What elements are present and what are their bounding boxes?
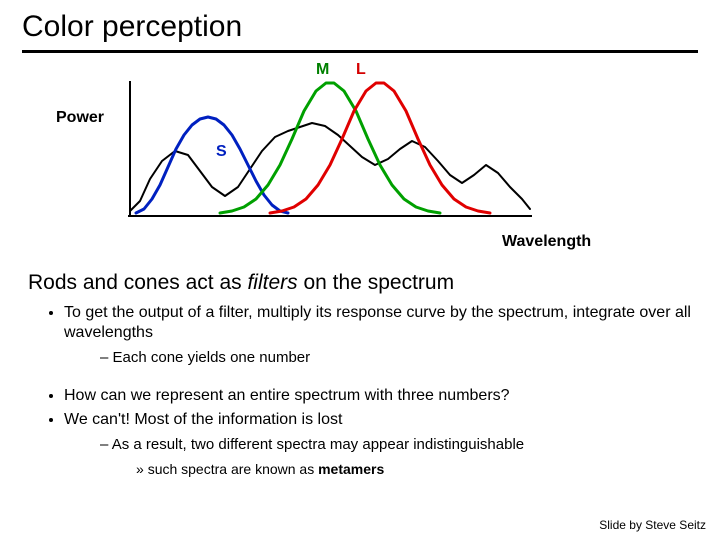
main-pre: Rods and cones act as <box>28 271 247 294</box>
dash-2: As a result, two different spectra may a… <box>100 436 692 453</box>
slide-credit: Slide by Steve Seitz <box>599 518 706 532</box>
title-underline <box>22 50 698 53</box>
dash-list-1: Each cone yields one number <box>0 347 720 372</box>
page-title: Color perception <box>0 0 720 50</box>
dash-list-2: As a result, two different spectra may a… <box>0 434 720 459</box>
dbl-list: such spectra are known as metamers <box>0 459 720 477</box>
label-l: L <box>356 61 366 79</box>
chart-svg <box>120 61 540 231</box>
bullet-list-2: How can we represent an entire spectrum … <box>0 372 720 430</box>
main-statement: Rods and cones act as filters on the spe… <box>0 261 720 295</box>
bullet-list-1: To get the output of a filter, multiply … <box>0 295 720 343</box>
bullet-2: How can we represent an entire spectrum … <box>64 386 692 406</box>
dbl-1-pre: such spectra are known as <box>148 461 318 477</box>
dash-1: Each cone yields one number <box>100 349 692 366</box>
dbl-1-bold: metamers <box>318 461 384 477</box>
label-wavelength: Wavelength <box>502 233 591 251</box>
bullet-3: We can't! Most of the information is los… <box>64 410 692 430</box>
dbl-1: such spectra are known as metamers <box>136 461 692 477</box>
label-s: S <box>216 143 227 161</box>
label-power: Power <box>56 109 104 127</box>
spectrum-chart: M L S Power Wavelength <box>120 61 540 261</box>
main-post: on the spectrum <box>298 271 454 294</box>
bullet-1: To get the output of a filter, multiply … <box>64 303 692 343</box>
main-em: filters <box>247 271 297 294</box>
label-m: M <box>316 61 329 79</box>
